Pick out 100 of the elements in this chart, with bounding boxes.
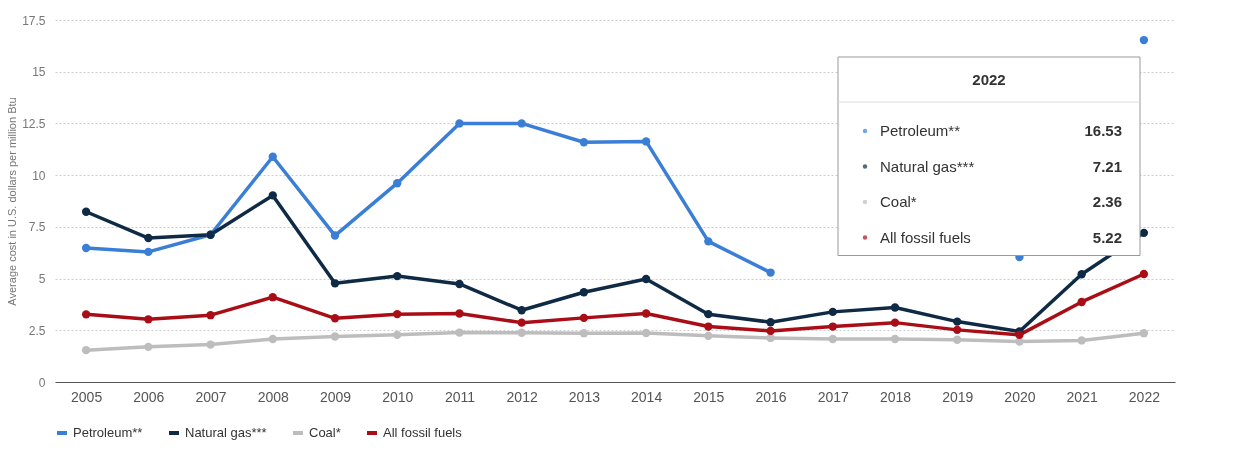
legend-label: Coal* (309, 425, 341, 440)
y-tick-label: 10 (32, 168, 46, 183)
annotation: 5.22 (1092, 228, 1122, 246)
point (704, 331, 713, 341)
point (828, 307, 837, 317)
y-tick-label: 17.5 (22, 13, 46, 28)
y-tick-label: 2.5 (28, 323, 46, 338)
point (766, 326, 775, 336)
point (81, 207, 91, 216)
point (144, 315, 153, 324)
legend-label: Natural gas*** (185, 425, 267, 440)
text: Natural gas*** (880, 157, 975, 175)
point (766, 268, 775, 277)
y-tick-label: 12.5 (22, 116, 46, 131)
point (953, 335, 962, 344)
point (641, 309, 651, 318)
point (455, 309, 464, 318)
point (268, 334, 277, 344)
point (890, 318, 900, 327)
y-tick-label: 5 (38, 272, 46, 287)
point (393, 330, 402, 340)
y-tick-label: 0 (38, 375, 46, 390)
text: Coal* (880, 193, 917, 210)
point (579, 313, 589, 323)
y-tick-label: 15 (32, 65, 46, 80)
point (828, 322, 837, 331)
point (1015, 330, 1024, 340)
point (766, 333, 775, 343)
x-tick-label: 2011 (444, 388, 476, 405)
point (953, 317, 962, 326)
point (330, 279, 340, 288)
point (579, 138, 589, 147)
x-tick-label: 2014 (631, 388, 663, 405)
annotation: 7.21 (1092, 157, 1122, 175)
x-tick-label: 2006 (133, 388, 165, 405)
point (641, 328, 651, 338)
point (81, 243, 91, 253)
point (330, 231, 340, 240)
point (81, 345, 91, 355)
point (517, 119, 526, 128)
point (206, 340, 215, 349)
legend-label: Petroleum** (73, 425, 143, 440)
x-tick-label: 2022 (1128, 388, 1161, 405)
point (393, 179, 402, 188)
point (268, 152, 277, 161)
x-tick-label: 2008 (257, 388, 290, 405)
point (1139, 269, 1149, 279)
point (704, 237, 713, 246)
point (517, 328, 526, 337)
legend-label: All fossil fuels (383, 425, 463, 440)
point (890, 303, 900, 312)
point (1077, 270, 1086, 279)
text: All fossil fuels (880, 228, 971, 246)
x-tick-label: 2021 (1066, 388, 1098, 405)
point (144, 342, 153, 352)
y-tick-label: 7.5 (28, 220, 46, 235)
point (517, 318, 526, 327)
point (330, 314, 340, 323)
point (268, 191, 277, 200)
point (828, 334, 837, 344)
point (704, 322, 713, 331)
x-tick-label: 2016 (755, 388, 787, 405)
point (579, 329, 589, 338)
point (1139, 329, 1149, 338)
point (206, 311, 215, 320)
point (641, 274, 651, 284)
point (393, 271, 402, 281)
annotation: 16.53 (1084, 122, 1122, 139)
x-tick-label: 2019 (942, 388, 974, 405)
point (81, 310, 91, 319)
point (890, 334, 900, 344)
y-axis-title: Average cost in U.S. dollars per million Btu (6, 97, 19, 306)
point (144, 233, 153, 243)
point (455, 279, 464, 289)
x-tick-label: 2020 (1004, 388, 1036, 405)
point (1077, 336, 1086, 345)
point (393, 309, 402, 319)
point (641, 137, 651, 146)
point (1139, 35, 1149, 45)
x-tick-label: 2013 (568, 388, 601, 405)
point (455, 119, 464, 128)
point (953, 325, 962, 335)
x-tick-label: 2005 (71, 388, 103, 405)
x-tick-label: 2012 (506, 388, 538, 405)
point (144, 247, 153, 257)
point (579, 288, 589, 297)
x-tick-label: 2007 (195, 388, 227, 405)
x-tick-label: 2010 (382, 388, 414, 405)
point (766, 318, 775, 327)
x-tick-label: 2015 (693, 388, 725, 405)
x-tick-label: 2018 (879, 388, 912, 405)
annotation: 2022 (972, 71, 1006, 88)
point (1077, 297, 1086, 307)
text: Petroleum** (880, 122, 961, 139)
point (455, 328, 464, 337)
point (268, 293, 277, 302)
x-tick-label: 2009 (319, 388, 352, 405)
point (330, 332, 340, 341)
x-tick-label: 2017 (817, 388, 850, 405)
point (704, 309, 713, 319)
